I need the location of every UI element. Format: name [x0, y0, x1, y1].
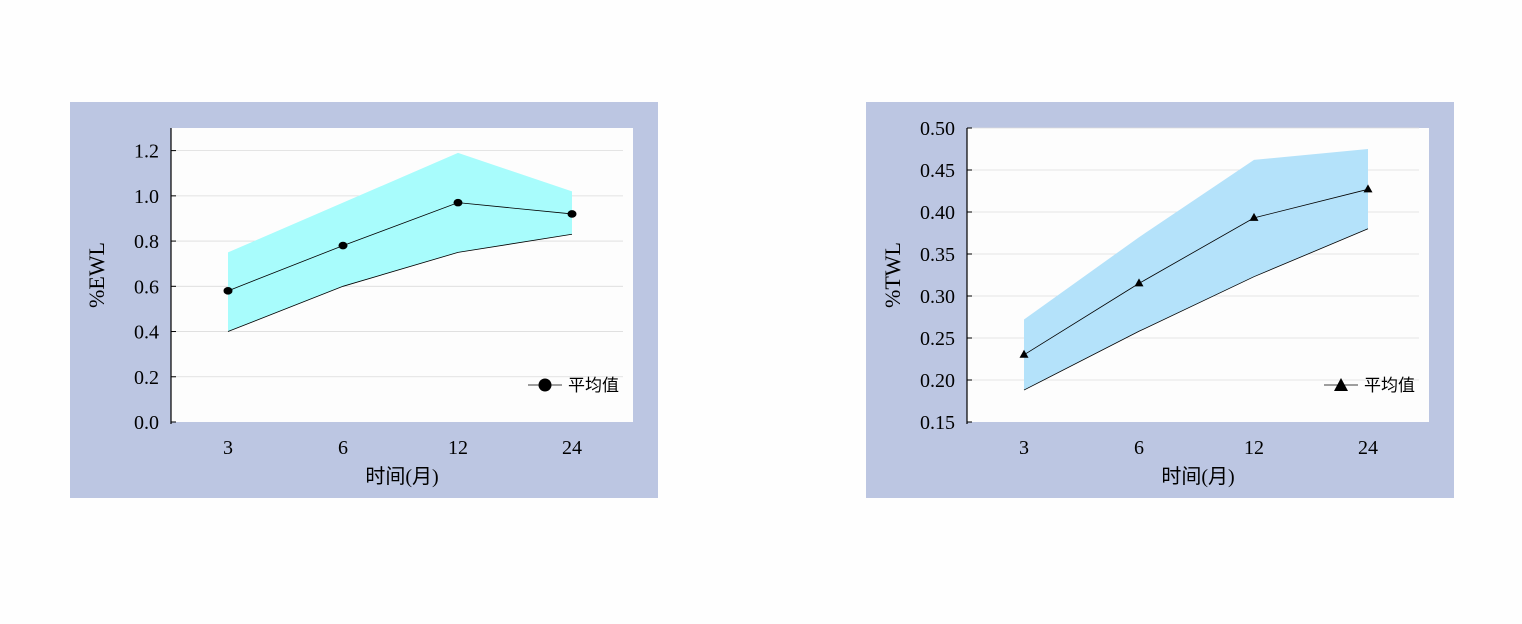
- twl-x-tick-label: 12: [1244, 437, 1264, 459]
- twl-y-tick-label: 0.35: [920, 244, 955, 266]
- ewl-x-axis-label: 时间(月): [365, 465, 438, 488]
- twl-lower-line: [1023, 228, 1369, 391]
- ewl-lower-line: [227, 233, 573, 332]
- twl-y-tick-label: 0.25: [920, 328, 955, 350]
- ewl-chart-panel: 0.0 0.2 0.4 0.6 0.8 1.0 1.2 3 6 12 24 时间(月) %EWL …: [70, 102, 658, 498]
- twl-chart-panel: 0.15 0.20 0.25 0.30 0.35 0.40 0.45 0.50 3 6 12 24 …: [866, 102, 1454, 498]
- ewl-x-tick-label: 6: [338, 437, 348, 459]
- ewl-y-tick-label: 0.4: [134, 322, 159, 344]
- ewl-legend-marker: [538, 378, 552, 392]
- twl-x-tick-label: 24: [1358, 437, 1378, 459]
- ewl-y-tick-label: 0.2: [134, 367, 159, 389]
- ewl-legend: 平均值: [528, 376, 619, 395]
- ewl-x-tick-label: 12: [448, 437, 468, 459]
- ewl-x-ticks: 3 6 12 24: [223, 437, 582, 459]
- twl-y-axis-label: %TWL: [880, 242, 905, 308]
- ewl-y-ticks: 0.0 0.2 0.4 0.6 0.8 1.0 1.2: [134, 141, 176, 434]
- ewl-chart: 0.00.20.40.60.81.01.2 3 6 12 24 时间(月) %EWL …: [84, 128, 633, 488]
- twl-markers: [1019, 184, 1373, 358]
- twl-band: [1024, 149, 1368, 391]
- ewl-markers: [223, 198, 577, 295]
- ewl-data-point: [453, 198, 463, 207]
- twl-x-tick-label: 3: [1019, 437, 1029, 459]
- twl-y-tick-label: 0.20: [920, 370, 955, 392]
- twl-mean-line: [1023, 188, 1369, 356]
- twl-legend: 平均值: [1324, 376, 1415, 395]
- twl-x-axis-label: 时间(月): [1161, 465, 1234, 488]
- ewl-y-tick-label: 0.8: [134, 231, 159, 253]
- twl-y-tick-label: 0.40: [920, 202, 955, 224]
- twl-data-point: [1019, 349, 1029, 358]
- ewl-x-tick-label: 24: [562, 437, 582, 459]
- ewl-y-tick-label: 1.2: [134, 141, 159, 163]
- ewl-legend-label: 平均值: [568, 376, 619, 395]
- twl-y-tick-label: 0.45: [920, 160, 955, 182]
- ewl-x-tick-label: 3: [223, 437, 233, 459]
- twl-chart: 0.150.200.250.300.350.400.450.50 3 6 12 24 …: [880, 118, 1429, 488]
- twl-legend-label: 平均值: [1364, 376, 1415, 395]
- ewl-y-tick-label: 0.6: [134, 276, 159, 298]
- twl-y-tick-label: 0.15: [920, 412, 955, 434]
- twl-data-point: [1363, 184, 1373, 193]
- ewl-data-point: [338, 241, 348, 250]
- twl-y-tick-label: 0.50: [920, 118, 955, 140]
- twl-data-point: [1249, 212, 1259, 221]
- ewl-y-tick-label: 0.0: [134, 412, 159, 434]
- twl-data-point: [1134, 278, 1144, 287]
- ewl-data-point: [567, 210, 577, 218]
- ewl-band: [228, 152, 572, 332]
- ewl-y-axis-label: %EWL: [84, 242, 109, 308]
- twl-legend-marker: [1334, 378, 1348, 391]
- twl-y-ticks: 0.15 0.20 0.25 0.30 0.35 0.40 0.45 0.50: [920, 118, 972, 434]
- twl-x-ticks: 3 6 12 24: [1019, 437, 1378, 459]
- ewl-y-tick-label: 1.0: [134, 186, 159, 208]
- ewl-mean-line: [227, 202, 573, 292]
- twl-y-tick-label: 0.30: [920, 286, 955, 308]
- ewl-data-point: [223, 287, 233, 295]
- twl-x-tick-label: 6: [1134, 437, 1144, 459]
